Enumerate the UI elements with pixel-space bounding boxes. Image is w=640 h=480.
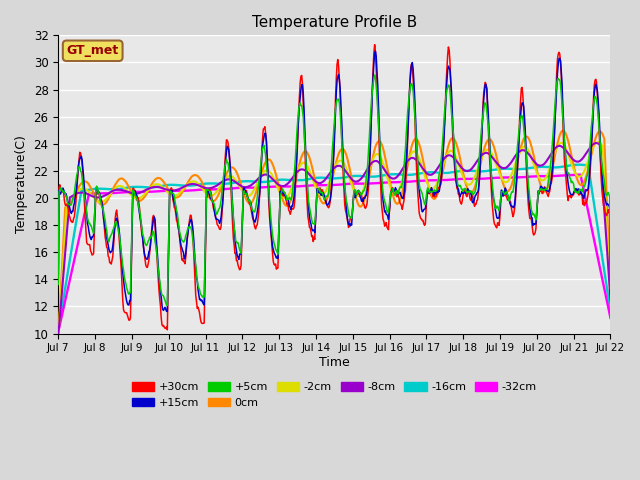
X-axis label: Time: Time: [319, 356, 349, 369]
Legend: +30cm, +15cm, +5cm, 0cm, -2cm, -8cm, -16cm, -32cm: +30cm, +15cm, +5cm, 0cm, -2cm, -8cm, -16…: [127, 378, 541, 412]
Title: Temperature Profile B: Temperature Profile B: [252, 15, 417, 30]
Y-axis label: Temperature(C): Temperature(C): [15, 135, 28, 233]
Text: GT_met: GT_met: [67, 44, 119, 57]
